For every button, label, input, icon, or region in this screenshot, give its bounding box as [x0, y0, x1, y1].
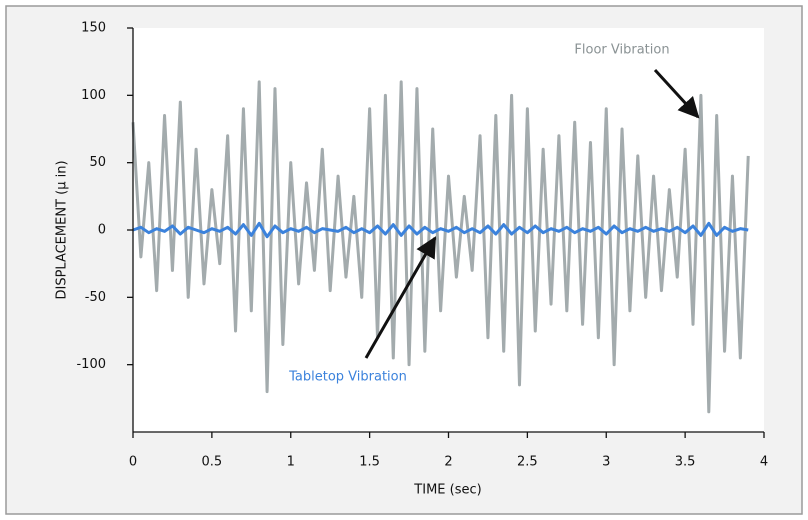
x-tick-label: 0.5: [202, 455, 223, 470]
y-tick-label: 100: [81, 88, 106, 103]
y-tick-label: 50: [89, 155, 106, 170]
tabletop-arrow: [364, 236, 437, 359]
floor-annotation: Floor Vibration: [574, 43, 669, 58]
x-tick-label: 2: [444, 455, 452, 470]
y-tick-label: -50: [85, 290, 106, 305]
x-tick-label: 3.5: [675, 455, 696, 470]
y-tick-label: 0: [98, 223, 106, 238]
y-axis-label: DISPLACEMENT (µ in): [55, 160, 70, 299]
x-tick-label: 0: [129, 455, 137, 470]
x-tick-label: 3: [602, 455, 610, 470]
x-tick-label: 4: [760, 455, 768, 470]
x-tick-label: 1: [287, 455, 295, 470]
floor-arrow: [653, 68, 700, 119]
x-tick-label: 1.5: [359, 455, 380, 470]
y-tick-label: -100: [76, 357, 106, 372]
tabletop-annotation: Tabletop Vibration: [288, 370, 407, 385]
x-tick-label: 2.5: [517, 455, 538, 470]
y-tick-label: 150: [81, 21, 106, 36]
x-axis-label: TIME (sec): [413, 483, 481, 498]
series-line: [131, 80, 750, 414]
series-line: [132, 221, 749, 239]
